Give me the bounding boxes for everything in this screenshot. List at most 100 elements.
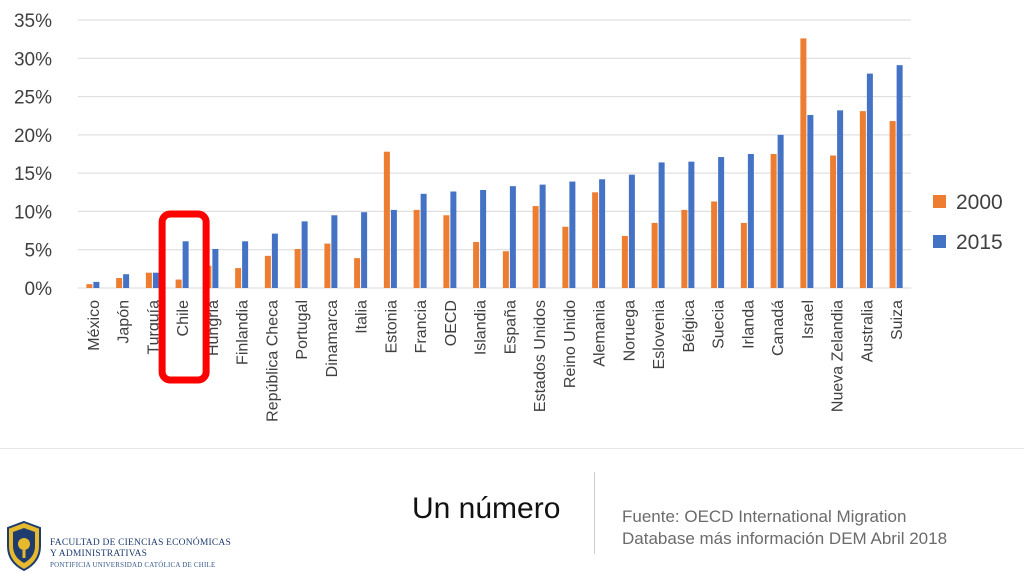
- bar-2000-eslovenia: [652, 223, 658, 288]
- bar-2015-islandia: [480, 190, 486, 288]
- bar-2000-méxico: [86, 284, 92, 288]
- bar-2000-estonia: [384, 152, 390, 288]
- logo-line-1: FACULTAD DE CIENCIAS ECONÓMICAS: [50, 538, 231, 549]
- y-tick-label: 20%: [14, 126, 52, 147]
- bar-2015-australia: [867, 74, 873, 288]
- bar-2000-españa: [503, 251, 509, 288]
- bar-2015-francia: [421, 194, 427, 288]
- bar-2015-méxico: [93, 282, 99, 288]
- x-tick-label: Dinamarca: [324, 300, 341, 377]
- bar-2000-estados-unidos: [533, 206, 539, 288]
- source-line-1: Fuente: OECD International Migration: [622, 506, 947, 528]
- bar-2000-portugal: [295, 249, 301, 288]
- bar-2015-suiza: [897, 65, 903, 288]
- x-tick-label: Noruega: [621, 300, 638, 361]
- logo-line-3: PONTIFICIA UNIVERSIDAD CATÓLICA DE CHILE: [50, 560, 231, 570]
- bar-2015-japón: [123, 274, 129, 288]
- bar-2015-israel: [807, 115, 813, 288]
- bar-2000-dinamarca: [324, 244, 330, 288]
- bar-2015-dinamarca: [331, 215, 337, 288]
- bar-2000-canadá: [771, 154, 777, 288]
- x-tick-label: Canadá: [770, 300, 787, 356]
- y-tick-label: 0%: [25, 279, 53, 300]
- x-tick-label: Portugal: [294, 300, 311, 360]
- x-tick-label: Bélgica: [681, 300, 698, 353]
- bar-2000-alemania: [592, 192, 598, 288]
- x-tick-label: México: [86, 300, 103, 351]
- x-tick-label: Chile: [175, 300, 192, 337]
- legend-label-2000: 2000: [956, 191, 1003, 214]
- bar-2000-italia: [354, 258, 360, 288]
- x-tick-label: Italia: [354, 300, 371, 334]
- source-note: Fuente: OECD International Migration Dat…: [622, 506, 947, 550]
- bar-2015-estados-unidos: [540, 185, 546, 288]
- bar-2015-nueva-zelandia: [837, 110, 843, 288]
- x-tick-label: Islandia: [473, 300, 490, 355]
- logo-line-2: Y ADMINISTRATIVAS: [50, 549, 231, 560]
- bar-2015-españa: [510, 186, 516, 288]
- bar-2000-irlanda: [741, 223, 747, 288]
- bar-2000-finlandia: [235, 268, 241, 288]
- x-tick-label: Eslovenia: [651, 300, 668, 369]
- bar-chart: 0% 5% 10% 15% 20% 25% 30% 35% México Japón Turquía…: [0, 0, 1024, 448]
- university-seal-icon: [4, 520, 44, 572]
- bar-2000-república-checa: [265, 256, 271, 288]
- y-tick-label: 30%: [14, 49, 52, 70]
- legend-swatch-2000: [933, 195, 946, 208]
- x-tick-label: OECD: [443, 300, 460, 346]
- x-tick-label: Estonia: [383, 300, 400, 353]
- bar-2000-israel: [800, 38, 806, 288]
- bar-2000-oecd: [443, 215, 449, 288]
- caption-title: Un número: [412, 492, 560, 526]
- y-tick-label: 10%: [14, 202, 52, 223]
- bar-2000-chile: [176, 280, 182, 288]
- bar-2015-italia: [361, 212, 367, 288]
- legend-swatch-2015: [933, 235, 946, 248]
- bar-2000-australia: [860, 111, 866, 288]
- bar-2000-bélgica: [681, 210, 687, 288]
- bar-2000-noruega: [622, 236, 628, 288]
- x-tick-label: España: [502, 300, 519, 354]
- bar-2000-turquía: [146, 273, 152, 288]
- bar-2000-reino-unido: [562, 227, 568, 288]
- bar-2015-canadá: [778, 135, 784, 288]
- bar-2015-reino-unido: [569, 182, 575, 288]
- bar-2015-irlanda: [748, 154, 754, 288]
- bar-2015-estonia: [391, 210, 397, 288]
- x-tick-label: Australia: [859, 300, 876, 362]
- bar-2015-suecia: [718, 157, 724, 288]
- bar-2000-nueva-zelandia: [830, 156, 836, 288]
- bar-2015-chile: [183, 241, 189, 288]
- x-tick-label: Suiza: [889, 300, 906, 340]
- legend-label-2015: 2015: [956, 231, 1003, 254]
- y-tick-label: 35%: [14, 11, 52, 32]
- highlight-box: [162, 214, 206, 380]
- faculty-logo: FACULTAD DE CIENCIAS ECONÓMICAS Y ADMINI…: [4, 520, 236, 572]
- x-tick-label: Nueva Zelandia: [830, 300, 847, 412]
- bar-2015-turquía: [153, 273, 159, 288]
- bar-2015-alemania: [599, 179, 605, 288]
- bar-2015-oecd: [450, 192, 456, 288]
- x-tick-label: Irlanda: [740, 300, 757, 349]
- x-tick-label: Finlandia: [235, 300, 252, 365]
- x-tick-label: Reino Unido: [562, 300, 579, 388]
- chart-area: 0% 5% 10% 15% 20% 25% 30% 35% México Japón Turquía…: [0, 0, 1024, 449]
- x-tick-label: Japón: [116, 300, 133, 344]
- vertical-divider: [594, 472, 595, 554]
- bar-2000-islandia: [473, 242, 479, 288]
- x-tick-label: Estados Unidos: [532, 300, 549, 412]
- bar-2000-suiza: [890, 121, 896, 288]
- y-tick-label: 25%: [14, 88, 52, 109]
- bar-2015-república-checa: [272, 234, 278, 288]
- bar-2015-finlandia: [242, 241, 248, 288]
- bar-2015-hungria: [212, 249, 218, 288]
- x-tick-label: República Checa: [264, 300, 281, 422]
- bar-2015-bélgica: [688, 162, 694, 288]
- bar-2000-japón: [116, 278, 122, 288]
- y-tick-label: 5%: [25, 241, 53, 262]
- x-tick-label: Israel: [800, 300, 817, 339]
- bar-2015-noruega: [629, 175, 635, 288]
- x-tick-label: Francia: [413, 300, 430, 353]
- bar-2015-eslovenia: [659, 162, 665, 288]
- bar-2015-portugal: [302, 221, 308, 288]
